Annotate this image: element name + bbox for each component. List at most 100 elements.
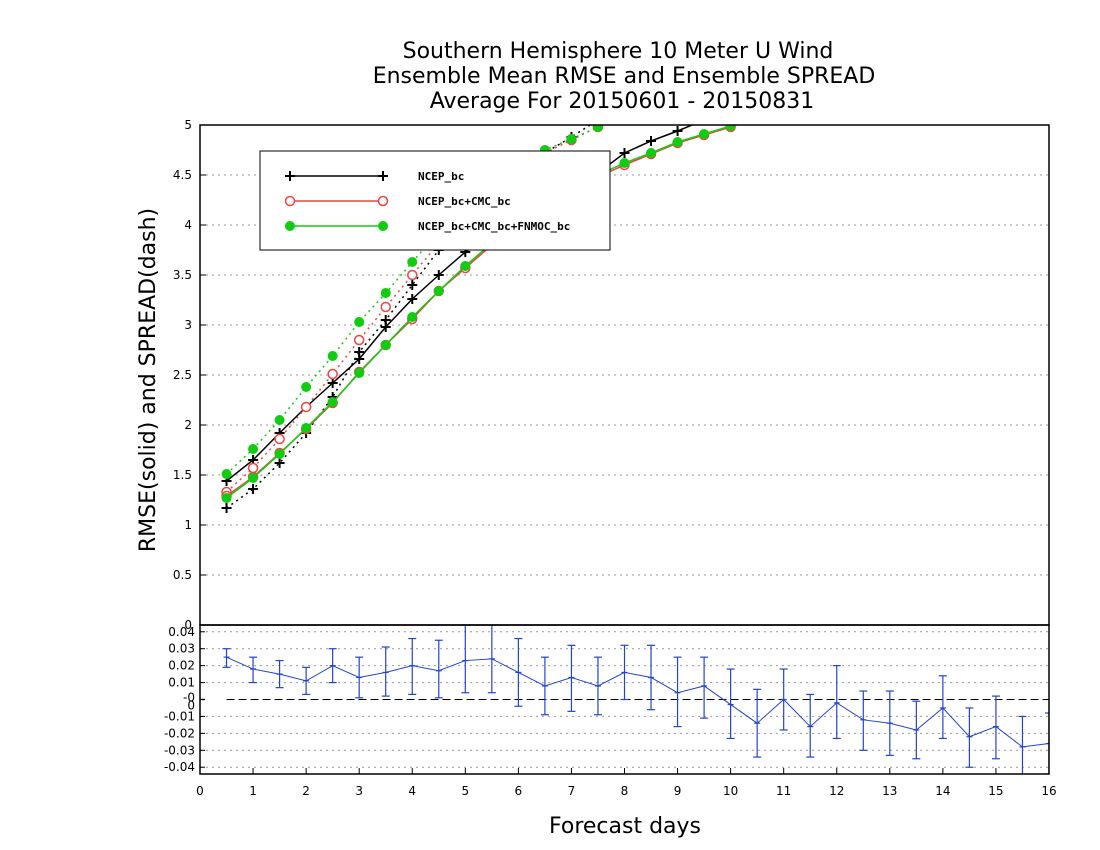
rmse-point	[301, 423, 312, 433]
bottom-y-tick-label: -0.01	[164, 709, 195, 723]
spread-point	[354, 317, 365, 327]
rmse-point	[354, 368, 365, 378]
x-tick-label: 13	[882, 784, 897, 798]
rmse-point	[380, 340, 391, 350]
spread-point	[248, 444, 259, 454]
error-bar	[381, 646, 390, 697]
rmse-point	[327, 378, 338, 388]
legend-marker	[285, 171, 295, 181]
spread-point	[407, 257, 418, 267]
error-bar	[806, 693, 815, 758]
top-y-tick-label: 1	[184, 518, 192, 532]
error-bar	[700, 656, 709, 719]
rmse-point	[433, 270, 444, 280]
rmse-point	[248, 473, 259, 483]
legend-marker	[284, 195, 296, 207]
x-tick-label: 15	[988, 784, 1003, 798]
x-tick-label: 8	[621, 784, 629, 798]
spread-point	[274, 458, 285, 468]
rmse-point	[672, 137, 683, 147]
bottom-y-tick-label: -0.03	[164, 743, 195, 757]
top-y-tick-label: 2	[184, 418, 192, 432]
spread-point	[327, 351, 338, 361]
spread-point	[274, 433, 285, 445]
spread-point	[301, 382, 312, 392]
rmse-point	[460, 261, 471, 271]
spread-point	[221, 469, 232, 479]
x-tick-label: 10	[723, 784, 738, 798]
series-0	[221, 115, 709, 513]
rmse-point	[619, 148, 630, 158]
rmse-point	[380, 322, 391, 332]
legend-marker	[378, 221, 388, 231]
top-y-tick-label: 4	[184, 218, 192, 232]
bottom-y-tick-label: 0.02	[168, 659, 195, 673]
top-y-tick-label: 0	[184, 618, 192, 632]
bottom-y-tick-label: -0.02	[164, 726, 195, 740]
spread-point	[592, 125, 603, 132]
error-bar	[832, 665, 841, 740]
legend-marker	[285, 221, 295, 231]
x-tick-label: 6	[515, 784, 523, 798]
bottom-y-tick-label: 0.04	[168, 625, 195, 639]
spread-point	[380, 288, 391, 298]
spread-point	[248, 484, 259, 494]
spread-point	[221, 503, 232, 513]
y-axis-title: RMSE(solid) and SPREAD(dash)	[136, 208, 161, 552]
bottom-y-tick-label: -0.04	[164, 760, 195, 774]
rmse-point	[619, 158, 630, 168]
legend-label: NCEP_bc	[418, 170, 464, 183]
chart-title: Southern Hemisphere 10 Meter U Wind Ense…	[373, 39, 876, 114]
x-tick-label: 9	[674, 784, 682, 798]
legend: NCEP_bc NCEP_bc+CMC_bc NCEP_bc+CMC_bc+FNMO…	[259, 150, 611, 251]
legend-marker	[377, 195, 389, 207]
legend-marker	[378, 171, 388, 181]
series-2	[221, 125, 736, 503]
error-bar	[991, 695, 1000, 760]
x-tick-label: 12	[829, 784, 844, 798]
top-y-tick-label: 2.5	[173, 368, 192, 382]
spread-point	[380, 301, 391, 313]
error-bar	[434, 639, 443, 699]
rmse-point	[221, 493, 232, 503]
legend-item: NCEP_bc+CMC_bc+FNMOC_bc	[285, 220, 570, 233]
x-tick-label: 0	[196, 784, 204, 798]
rmse-point	[699, 115, 709, 125]
spread-point	[327, 368, 338, 380]
bottom-panel-y-axis: -0.04 -0.03 -0.02 -0.01 -00 0.01 0.02 0.03 0.04	[164, 625, 205, 774]
top-y-tick-label: 3	[184, 318, 192, 332]
top-y-tick-label: 3.5	[173, 268, 192, 282]
spread-point	[407, 269, 418, 281]
chart-title-line-1: Southern Hemisphere 10 Meter U Wind	[403, 39, 834, 64]
x-axis: 0 1 2 3 4 5 6 7 8 9 10 11 12 13 14 15 16	[196, 768, 1057, 798]
x-tick-label: 3	[355, 784, 363, 798]
error-bar	[673, 656, 682, 728]
error-bar	[408, 637, 417, 696]
error-bar	[1018, 715, 1027, 774]
error-bar	[461, 625, 470, 694]
rmse-point	[699, 129, 710, 139]
spread-point	[593, 115, 603, 125]
error-bar	[726, 668, 735, 740]
error-bar	[1045, 712, 1049, 774]
rmse-point	[274, 449, 285, 459]
x-tick-label: 11	[776, 784, 791, 798]
top-y-tick-label: 5	[184, 118, 192, 132]
x-tick-label: 4	[408, 784, 416, 798]
rmse-point	[646, 136, 657, 146]
spread-point	[566, 134, 577, 144]
rmse-point	[646, 148, 657, 158]
legend-item: NCEP_bc	[285, 170, 464, 183]
top-y-tick-label: 0.5	[173, 568, 192, 582]
error-bar	[222, 648, 231, 668]
spread-point	[247, 462, 259, 474]
top-y-tick-label: 1.5	[173, 468, 192, 482]
rmse-point	[433, 286, 444, 296]
spread-point	[353, 334, 365, 346]
top-panel-series	[221, 115, 736, 513]
rmse-point	[672, 126, 683, 136]
x-tick-label: 16	[1041, 784, 1056, 798]
rmse-point	[725, 125, 736, 131]
bottom-y-tick-label: 0.01	[168, 676, 195, 690]
